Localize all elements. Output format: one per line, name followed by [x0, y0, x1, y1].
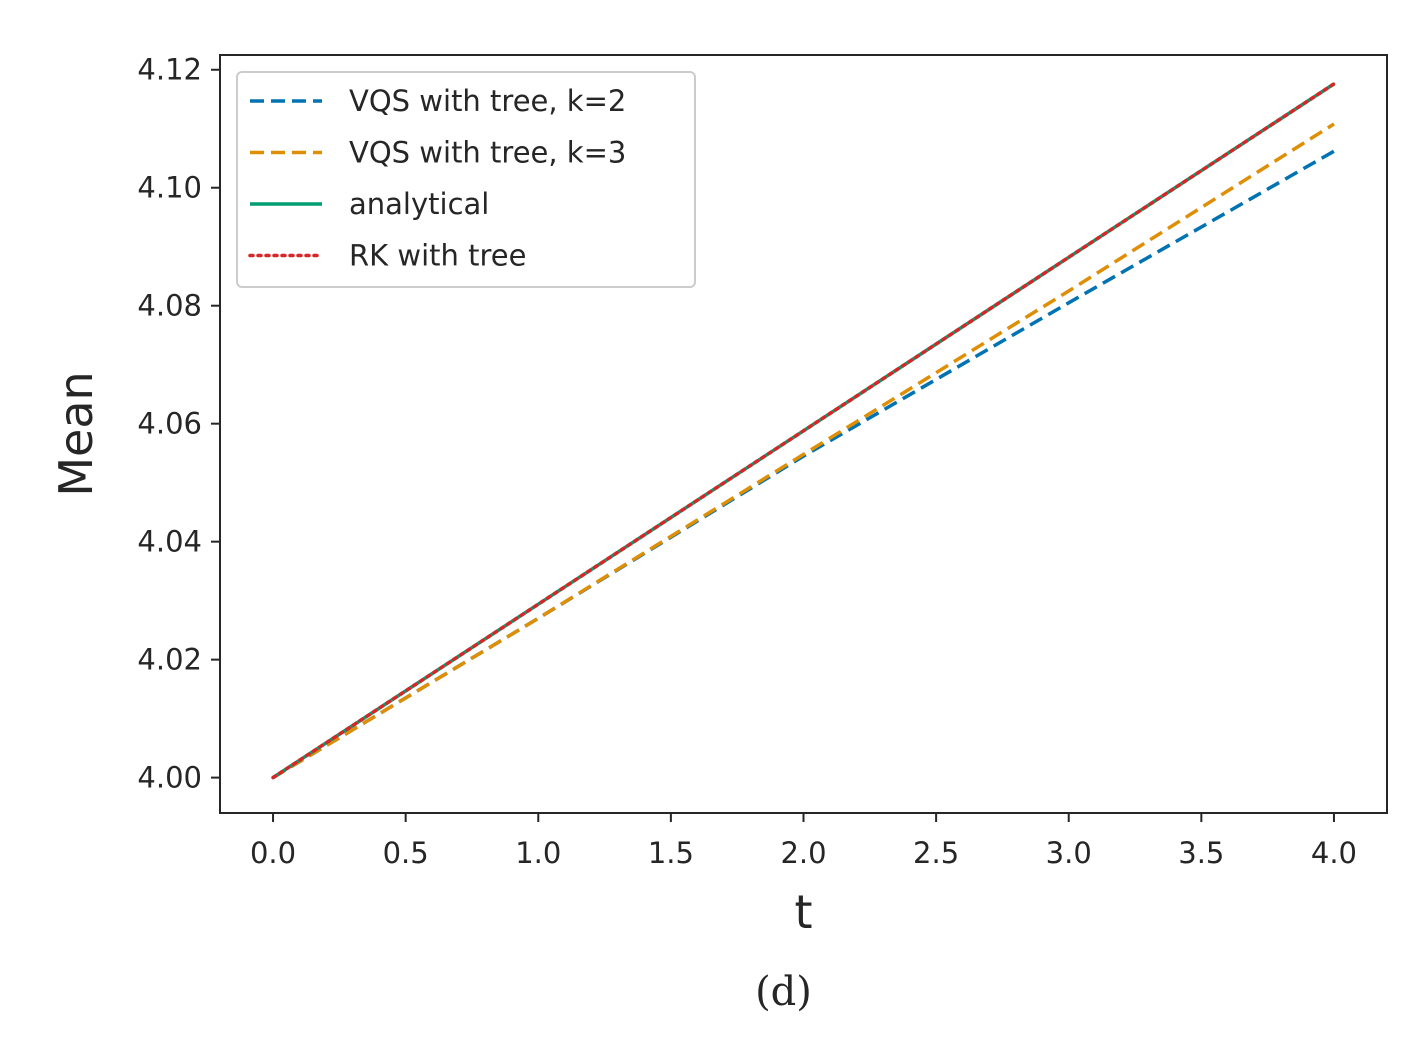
x-axis-title: t: [794, 885, 812, 939]
y-tick-label: 4.12: [137, 53, 202, 87]
legend-label: VQS with tree, k=2: [349, 84, 626, 118]
legend-label: VQS with tree, k=3: [349, 136, 626, 170]
legend-box: [236, 71, 696, 288]
series-line-2: [272, 122, 1335, 780]
y-tick-label: 4.08: [137, 289, 202, 323]
y-tick-label: 4.06: [137, 407, 202, 441]
legend-label: RK with tree: [349, 239, 526, 273]
y-tick-label: 4.02: [137, 643, 202, 677]
y-tick-label: 4.00: [137, 761, 202, 795]
legend-label: analytical: [349, 187, 489, 221]
x-tick-label: 3.0: [1046, 836, 1092, 870]
x-tick-label: 4.0: [1311, 836, 1357, 870]
x-tick-label: 0.0: [250, 836, 296, 870]
y-tick-label: 4.04: [137, 525, 202, 559]
x-tick-label: 1.5: [648, 836, 694, 870]
x-tick-label: 3.5: [1178, 836, 1224, 870]
x-tick-label: 0.5: [383, 836, 429, 870]
y-axis-title: Mean: [49, 371, 103, 496]
axis-ticks: 0.0 0.5 1.0 1.5 2.0 2.5 3.0 3.5 4.0 4.00 4.02 4.04 4…: [137, 53, 1357, 870]
series-line-4: [271, 82, 1336, 780]
y-tick-label: 4.10: [137, 171, 202, 205]
x-tick-label: 2.5: [913, 836, 959, 870]
series-layer: [271, 82, 1336, 780]
legend: VQS with tree, k=2 VQS with tree, k=3 anal…: [236, 71, 696, 288]
figure-caption: (d): [755, 969, 812, 1015]
x-tick-label: 2.0: [780, 836, 826, 870]
x-tick-label: 1.0: [515, 836, 561, 870]
